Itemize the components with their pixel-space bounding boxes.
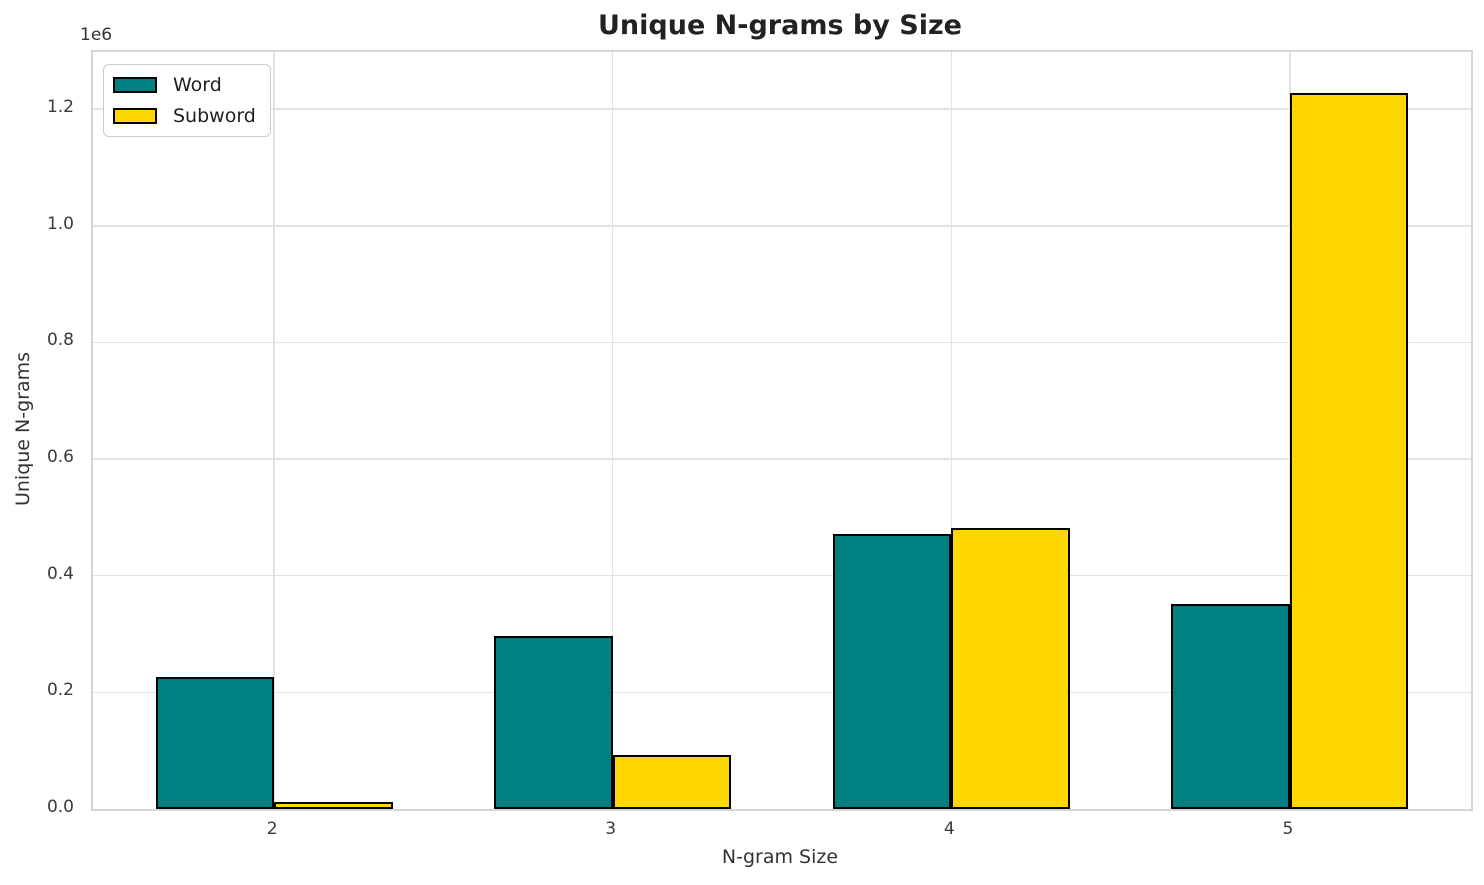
legend: Word Subword [103, 64, 271, 137]
bar-word-n4 [832, 533, 952, 809]
x-axis-label: N-gram Size [721, 846, 839, 868]
y-axis-label: Unique N-grams [12, 351, 34, 507]
y-tick-label: 0.4 [46, 563, 74, 584]
legend-label-subword: Subword [173, 105, 256, 127]
bar-word-n5 [1171, 603, 1290, 809]
x-tick-label: 4 [943, 819, 955, 839]
x-tick-label: 3 [605, 819, 617, 839]
bar-word-n3 [494, 635, 613, 809]
bar-subword-n2 [274, 802, 393, 809]
y-tick-label: 1.2 [46, 97, 74, 118]
h-gridline [93, 691, 1471, 694]
legend-item-word: Word [113, 73, 256, 97]
plot-area: Word Subword [91, 50, 1473, 811]
y-tick-label: 0.6 [46, 447, 74, 468]
x-tick-label: 5 [1282, 819, 1294, 839]
h-gridline [93, 225, 1471, 227]
h-gridline [93, 574, 1471, 577]
legend-label-word: Word [173, 74, 222, 96]
bar-subword-n3 [612, 755, 732, 809]
x-tick-label: 2 [266, 819, 278, 839]
v-gridline [611, 52, 614, 809]
bar-subword-n4 [951, 527, 1070, 809]
h-gridline [93, 341, 1471, 344]
v-gridline [950, 52, 953, 809]
y-axis-offset-label: 1e6 [80, 25, 113, 45]
y-tick-label: 0.8 [46, 330, 74, 351]
legend-swatch-word [113, 77, 157, 93]
h-gridline [93, 458, 1471, 460]
legend-item-subword: Subword [113, 104, 256, 128]
bar-subword-n5 [1289, 92, 1409, 809]
y-tick-label: 1.0 [46, 213, 74, 234]
v-gridline [273, 52, 275, 809]
y-tick-label: 0.0 [46, 797, 74, 817]
y-tick-label: 0.2 [46, 680, 74, 701]
h-gridline [93, 108, 1471, 110]
legend-swatch-subword [113, 108, 157, 124]
chart-title: Unique N-grams by Size [598, 10, 962, 41]
bar-word-n2 [155, 677, 275, 809]
